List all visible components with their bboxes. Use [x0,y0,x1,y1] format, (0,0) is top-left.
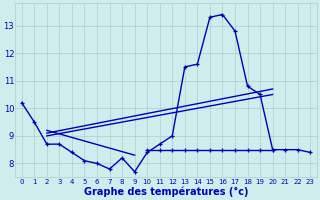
X-axis label: Graphe des températures (°c): Graphe des températures (°c) [84,186,248,197]
